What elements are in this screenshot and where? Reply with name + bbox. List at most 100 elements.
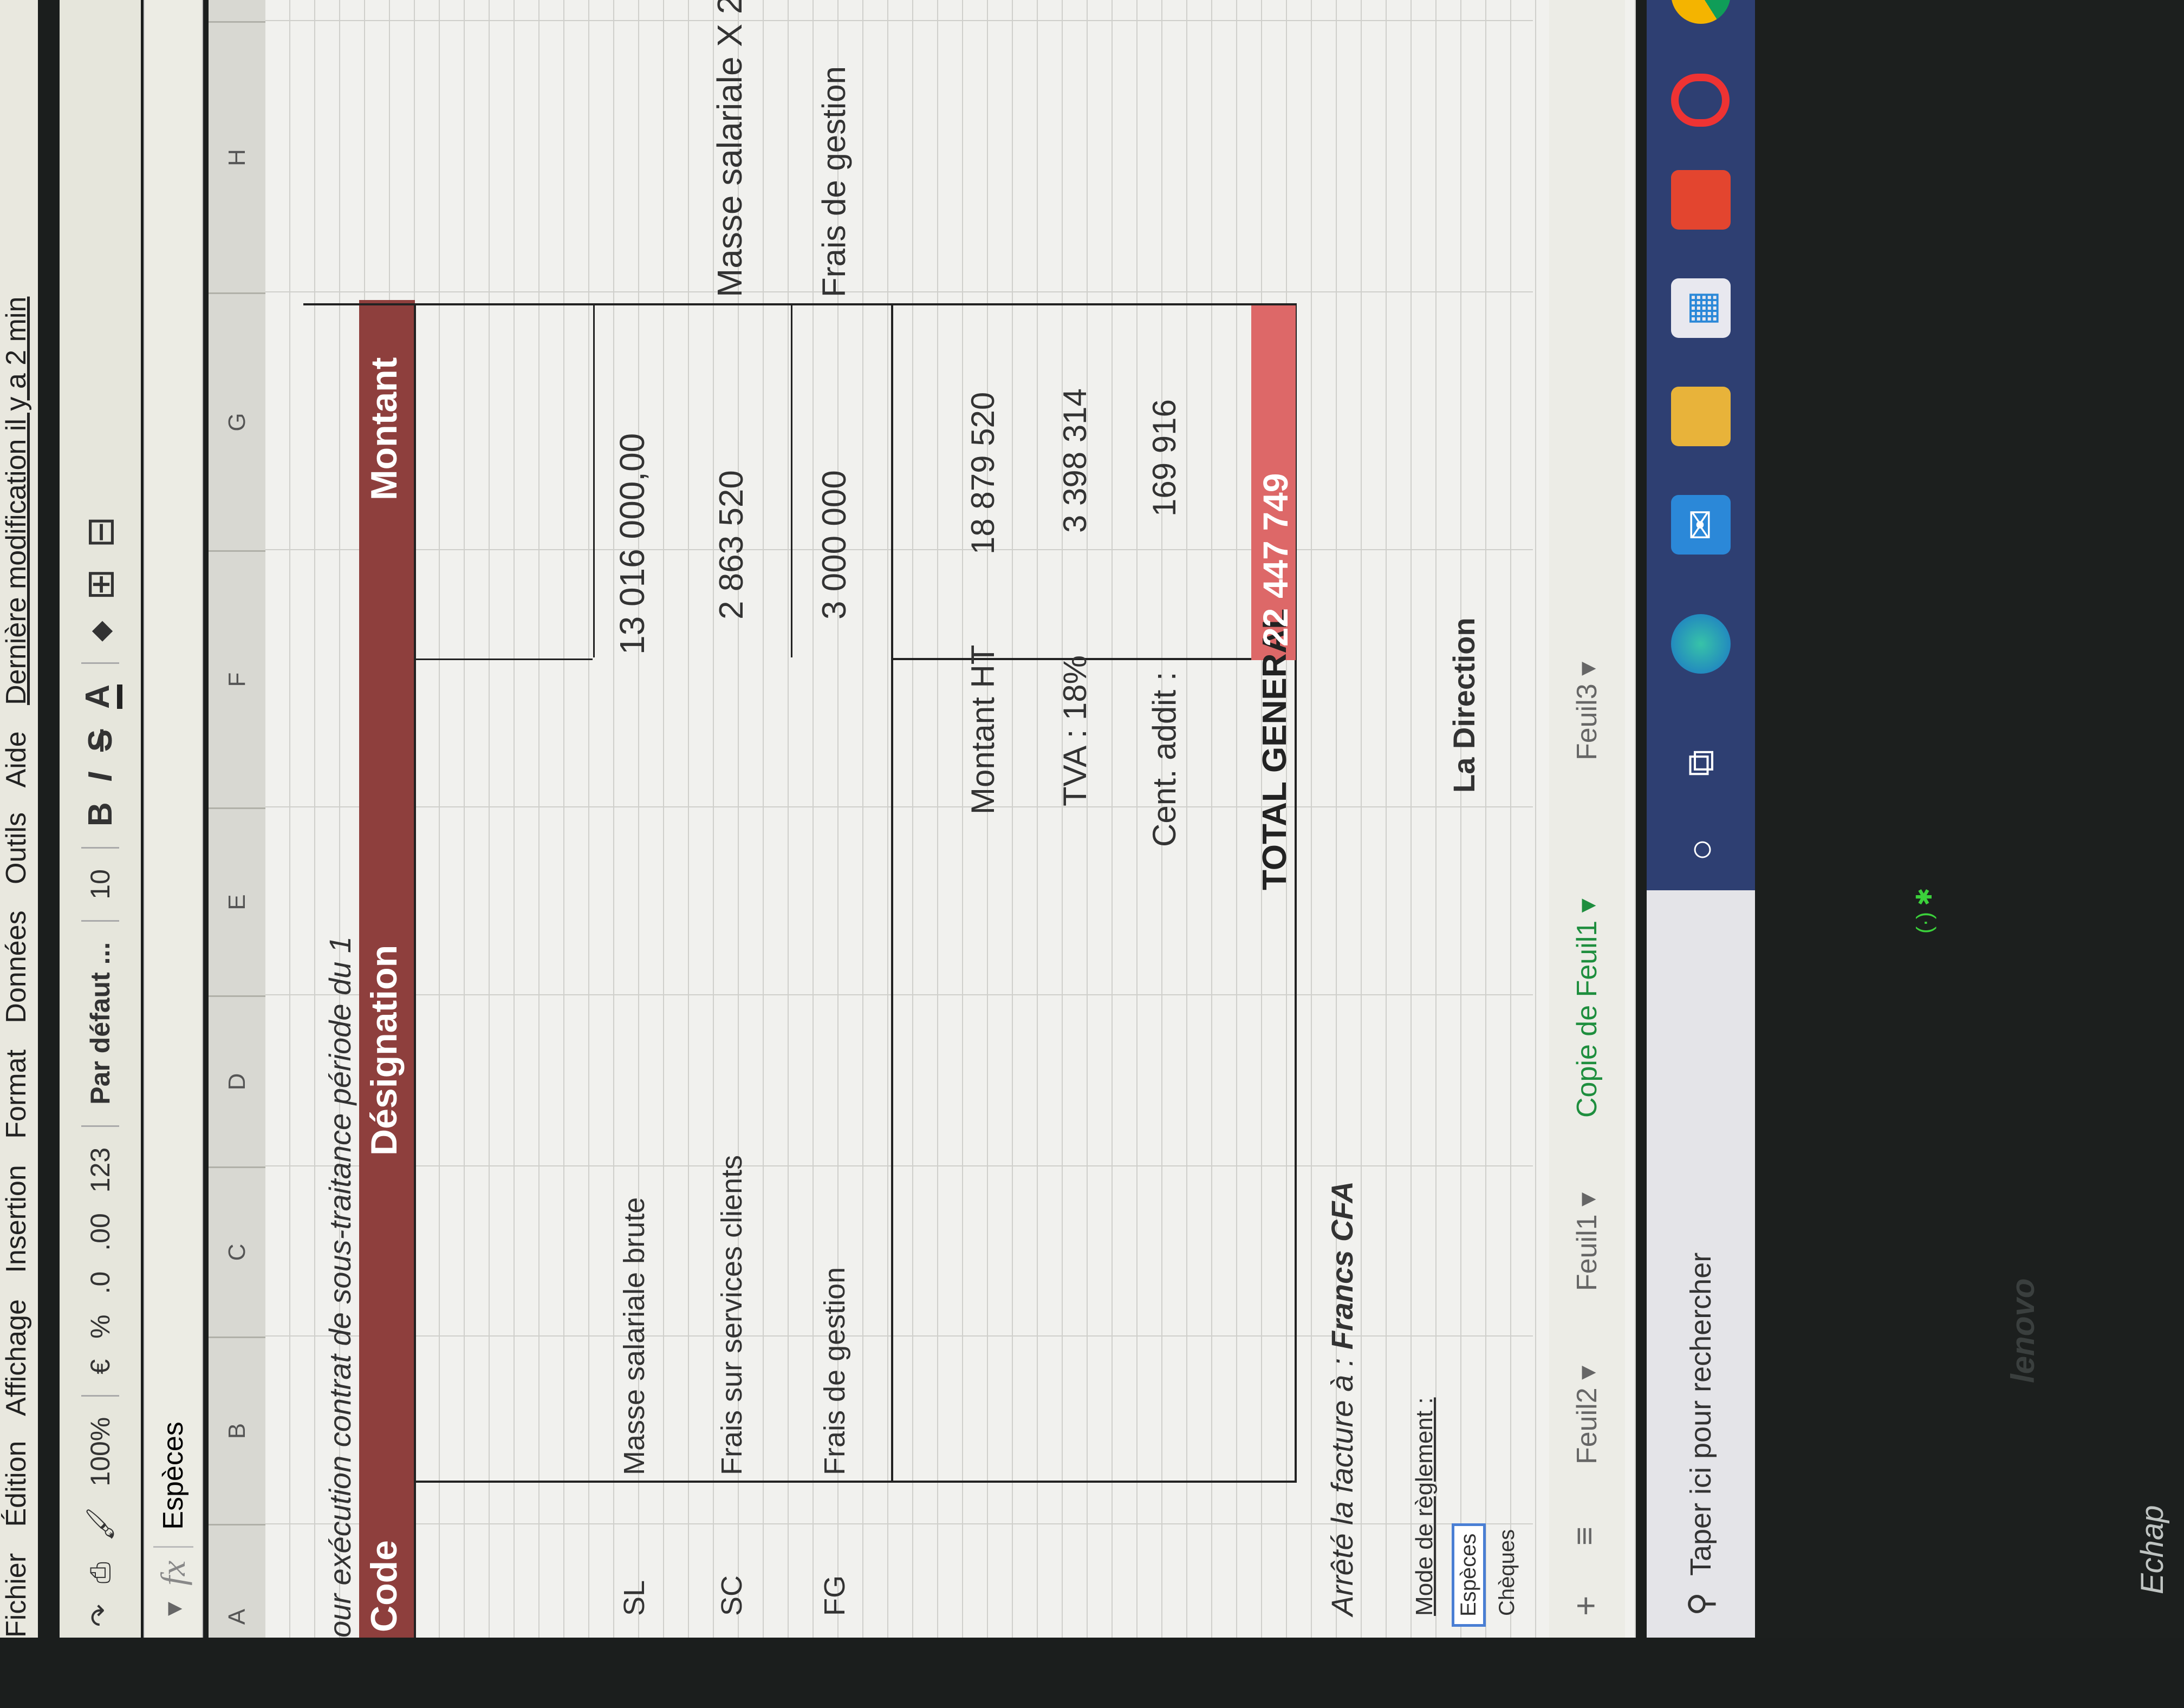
- row-amount[interactable]: 3 000 000: [816, 470, 853, 620]
- cell-grid[interactable]: [265, 0, 1636, 1638]
- table-border: [891, 303, 893, 1483]
- fx-icon: fx: [153, 1546, 193, 1586]
- cortana-icon[interactable]: ○: [1680, 838, 1722, 862]
- font-size-select[interactable]: 10: [85, 869, 115, 899]
- merge-cells-icon[interactable]: ⊟: [79, 516, 121, 548]
- decrease-decimals-button[interactable]: .0: [85, 1271, 115, 1294]
- summary-label[interactable]: Montant HT: [965, 644, 1001, 814]
- row-code[interactable]: SC: [716, 1575, 748, 1616]
- redo-icon[interactable]: ↷: [85, 1604, 115, 1627]
- sheet-tab-feuil3[interactable]: Feuil3 ▾: [1571, 661, 1603, 760]
- payment-label[interactable]: Mode de règlement :: [1411, 1397, 1438, 1616]
- payment-option-cheque[interactable]: Chèques: [1495, 1529, 1519, 1616]
- menu-affichage[interactable]: Affichage: [1, 1299, 32, 1416]
- table-border: [414, 1481, 1295, 1483]
- currency-button[interactable]: €: [85, 1359, 115, 1374]
- divider: [81, 920, 119, 922]
- menu-aide[interactable]: Aide: [1, 731, 32, 788]
- text-color-button[interactable]: A: [78, 684, 122, 709]
- column-header-c[interactable]: C: [209, 1166, 265, 1337]
- add-sheet-button[interactable]: +: [1566, 1595, 1605, 1616]
- task-view-icon[interactable]: ⧉: [1679, 749, 1721, 777]
- strikethrough-button[interactable]: S: [81, 729, 119, 752]
- summary-amount[interactable]: 18 879 520: [965, 392, 1001, 555]
- search-placeholder: Taper ici pour rechercher: [1685, 1252, 1717, 1576]
- menu-format[interactable]: Format: [1, 1049, 32, 1139]
- gridline: [265, 549, 1533, 550]
- total-amount[interactable]: 22 447 749: [1256, 473, 1295, 647]
- column-header-a[interactable]: A: [209, 1524, 265, 1708]
- all-sheets-button[interactable]: ≡: [1566, 1526, 1602, 1546]
- row-code[interactable]: SL: [618, 1580, 651, 1616]
- row-amount[interactable]: 13 016 000,00: [613, 433, 652, 655]
- payment-option-cash[interactable]: Espèces: [1452, 1523, 1486, 1627]
- column-header-b[interactable]: B: [209, 1337, 265, 1524]
- sheet-tab-feuil1[interactable]: Feuil1 ▾: [1571, 1192, 1603, 1291]
- font-select[interactable]: Par défaut ...: [85, 942, 115, 1105]
- sheet-tabs-bar: + ≡ Feuil2 ▾ Feuil1 ▾ Copie de Feuil1 ▾ …: [1549, 0, 1625, 1638]
- mail-icon[interactable]: ✉: [1671, 495, 1731, 555]
- row-code[interactable]: FG: [818, 1575, 851, 1616]
- cell-ref-dropdown[interactable]: ▾: [158, 1601, 189, 1616]
- summary-label[interactable]: TVA : 18%: [1057, 655, 1093, 806]
- more-formats-button[interactable]: 123: [85, 1147, 115, 1193]
- sheet-title[interactable]: our exécution contrat de sous-traitance …: [323, 936, 357, 1638]
- summary-amount[interactable]: 3 398 314: [1057, 388, 1093, 533]
- menu-outils[interactable]: Outils: [1, 812, 32, 884]
- edge-icon[interactable]: [1671, 614, 1731, 674]
- divider: [81, 1394, 119, 1397]
- divider: [81, 1125, 119, 1127]
- column-header-g[interactable]: G: [209, 292, 265, 550]
- menu-bar: Fichier Édition Affichage Insertion Form…: [0, 0, 38, 1638]
- sheet-tab-feuil2[interactable]: Feuil2 ▾: [1571, 1365, 1603, 1464]
- gridline: [265, 994, 1533, 995]
- signature-label[interactable]: La Direction: [1447, 617, 1481, 793]
- row-amount[interactable]: 2 863 520: [713, 470, 750, 620]
- row-designation[interactable]: Masse salariale brute: [618, 1197, 651, 1475]
- gridline: [265, 20, 1533, 21]
- last-edit-link[interactable]: Dernière modification il y a 2 min: [1, 296, 32, 705]
- taskbar-search[interactable]: ⚲ Taper ici pour rechercher: [1647, 890, 1755, 1638]
- total-label[interactable]: TOTAL GENERAL: [1256, 608, 1294, 890]
- file-explorer-icon[interactable]: [1671, 387, 1731, 446]
- formula-input[interactable]: Espèces: [158, 1422, 189, 1530]
- borders-icon[interactable]: ⊞: [79, 568, 121, 601]
- header-code[interactable]: Code: [363, 1540, 405, 1632]
- zoom-select[interactable]: 100%: [85, 1417, 115, 1487]
- gridline: [265, 1165, 1533, 1166]
- menu-insertion[interactable]: Insertion: [1, 1165, 32, 1273]
- column-header-e[interactable]: E: [209, 807, 265, 995]
- print-icon[interactable]: ⎙: [84, 1562, 115, 1584]
- row-note[interactable]: Frais de gestion: [816, 66, 852, 297]
- summary-label[interactable]: Cent. addit : 5%: [1146, 663, 1182, 847]
- office-icon[interactable]: [1671, 170, 1731, 230]
- divider: [81, 662, 119, 664]
- italic-button[interactable]: I: [81, 772, 119, 782]
- header-designation[interactable]: Désignation: [363, 944, 405, 1156]
- laptop-brand: lenovo: [2005, 1278, 2041, 1383]
- opera-icon[interactable]: [1671, 74, 1730, 127]
- store-icon[interactable]: ▦: [1671, 278, 1731, 338]
- row-designation[interactable]: Frais de gestion: [818, 1267, 851, 1475]
- row-note[interactable]: Masse salariale X 22: [710, 0, 749, 297]
- paint-format-icon[interactable]: 🖌: [84, 1507, 115, 1542]
- arrete-text[interactable]: Arrêté la facture à : Francs CFA: [1324, 1181, 1360, 1616]
- header-amount[interactable]: Montant: [363, 357, 405, 500]
- menu-fichier[interactable]: Fichier: [1, 1553, 32, 1638]
- gridline: [265, 806, 1533, 807]
- column-header-f[interactable]: F: [209, 550, 265, 807]
- column-header-d[interactable]: D: [209, 995, 265, 1166]
- column-header-h[interactable]: H: [209, 21, 265, 292]
- table-border: [791, 305, 792, 657]
- percent-button[interactable]: %: [85, 1314, 115, 1339]
- summary-amount[interactable]: 169 916: [1146, 399, 1182, 517]
- sheet-tab-copie-feuil1[interactable]: Copie de Feuil1 ▾: [1571, 898, 1603, 1118]
- menu-donnees[interactable]: Données: [1, 910, 32, 1024]
- fill-color-icon[interactable]: ◆: [85, 621, 115, 642]
- column-header-i[interactable]: I: [209, 0, 265, 21]
- row-designation[interactable]: Frais sur services clients: [716, 1155, 748, 1475]
- menu-edition[interactable]: Édition: [1, 1440, 32, 1527]
- increase-decimals-button[interactable]: .00: [85, 1213, 115, 1251]
- bold-button[interactable]: B: [81, 802, 119, 827]
